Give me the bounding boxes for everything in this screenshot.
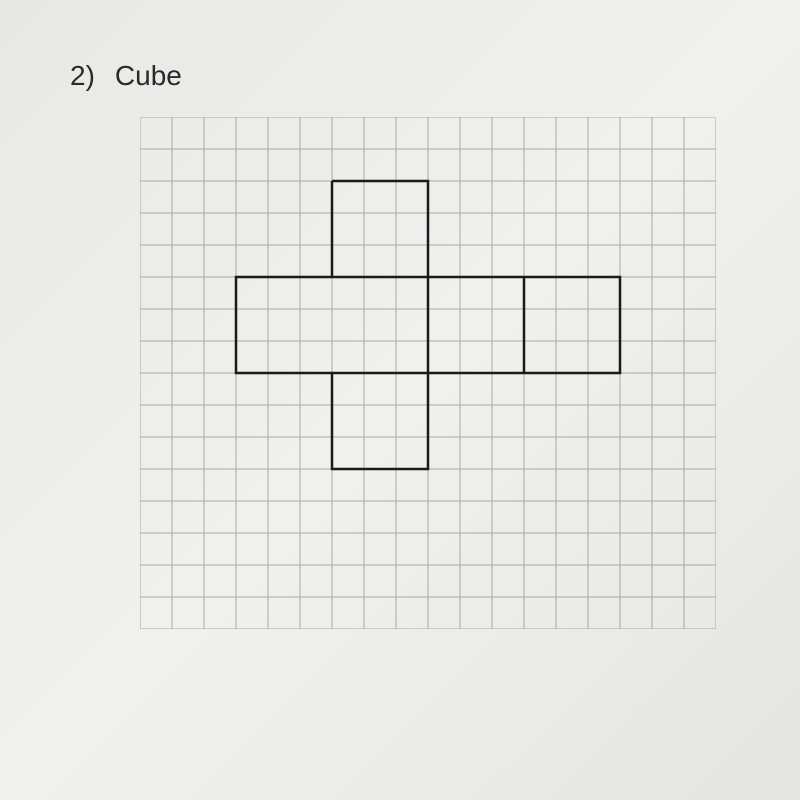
question-number: 2) [70,60,95,92]
question-header: 2) Cube [50,60,750,92]
worksheet-container: 2) Cube [0,0,800,689]
grid-svg [140,117,716,629]
grid-diagram [140,117,750,629]
question-title: Cube [115,60,182,92]
